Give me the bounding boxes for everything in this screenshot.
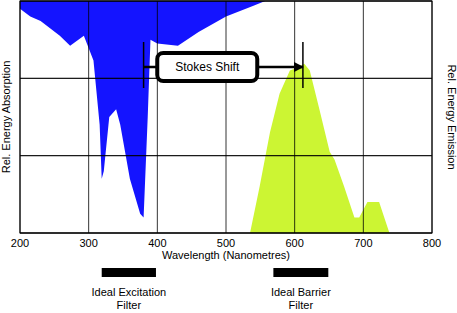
annotation-marker — [143, 42, 145, 88]
y-axis-label: Rel. Energy Absorption — [0, 61, 12, 174]
grid-line — [20, 155, 432, 156]
tick-label: 600 — [285, 237, 303, 249]
tick-label: 700 — [354, 237, 372, 249]
series-area — [20, 1, 265, 218]
series-area — [250, 64, 389, 233]
filter-label: Filter — [117, 299, 142, 311]
filter-bar — [273, 268, 328, 277]
filter-bar — [102, 268, 156, 277]
filter-label: Filter — [289, 299, 314, 311]
annotation-marker — [302, 42, 304, 88]
filter-label: Ideal Barrier — [271, 286, 331, 298]
y2-axis-label: Rel. Energy Emission — [446, 64, 457, 169]
grid-line — [88, 1, 89, 233]
grid-line — [20, 155, 432, 156]
x-axis-label: Wavelength (Nanometres) — [162, 249, 290, 261]
grid-line — [363, 1, 364, 233]
tick-label: 800 — [423, 237, 441, 249]
filter-label: Ideal Excitation — [92, 286, 167, 298]
tick-label: 200 — [11, 237, 29, 249]
grid-line — [226, 1, 227, 233]
tick-label: 300 — [79, 237, 97, 249]
annotation-box — [157, 53, 257, 81]
annotation-text: Stokes Shift — [175, 60, 240, 74]
plot-area — [20, 1, 389, 233]
plot-frame — [20, 1, 432, 233]
chart: 200 300 400 500 600 700 800 Wavelength (Nanomet… — [0, 0, 457, 313]
grid-line — [157, 1, 158, 233]
grid-line — [294, 1, 295, 233]
tick-label: 400 — [148, 237, 166, 249]
tick-label: 500 — [217, 237, 235, 249]
